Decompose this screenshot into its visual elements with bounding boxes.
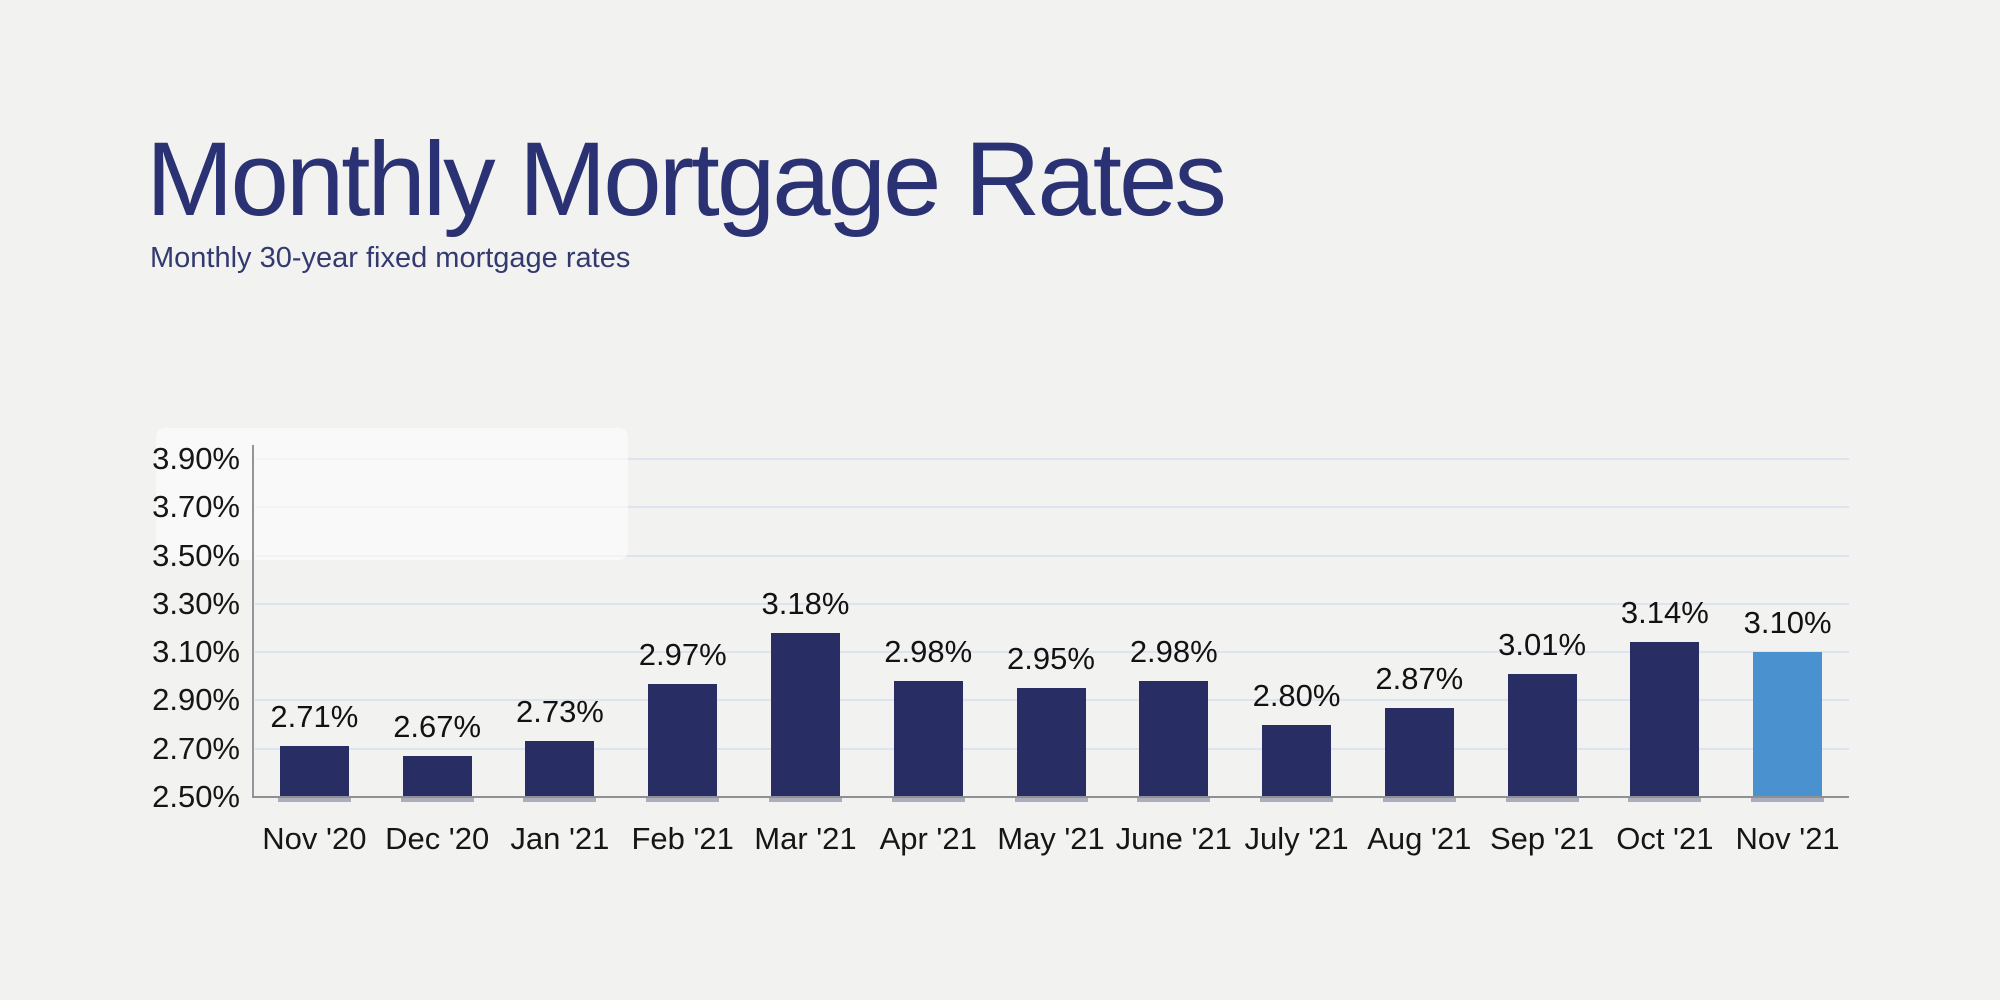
bar-feb-21[interactable] [648, 683, 718, 797]
bar-mar-21[interactable] [770, 632, 840, 797]
gridline [255, 651, 1849, 654]
gridline [255, 458, 1849, 460]
bar-baseline-shadow [646, 798, 720, 802]
y-axis-tick-label: 3.70% [152, 489, 240, 525]
chart-title: Monthly Mortgage Rates [146, 121, 1227, 238]
bar-value-label: 3.18% [761, 585, 850, 621]
x-axis-tick-label: May '21 [997, 821, 1105, 856]
gridline [255, 602, 1849, 605]
x-axis-tick-label: Nov '21 [1735, 821, 1840, 856]
chart-subtitle: Monthly 30-year fixed mortgage rates [150, 242, 631, 274]
bar-value-label: 2.67% [393, 708, 482, 744]
bar-value-label: 2.73% [515, 694, 604, 730]
bar-nov-20[interactable] [279, 746, 349, 797]
bar-aug-21[interactable] [1384, 707, 1454, 797]
bar-oct-21[interactable] [1630, 642, 1700, 797]
x-axis-tick-label: Nov '20 [262, 821, 367, 856]
bar-baseline-shadow [768, 798, 842, 802]
bar-june-21[interactable] [1139, 681, 1209, 797]
bar-baseline-shadow [1260, 798, 1334, 802]
x-axis-tick-label: Mar '21 [754, 821, 857, 856]
bar-baseline-shadow [1505, 798, 1579, 802]
bar-apr-21[interactable] [893, 681, 963, 797]
bar-value-label: 2.87% [1375, 660, 1464, 696]
bar-may-21[interactable] [1016, 688, 1086, 797]
bar-baseline-shadow [891, 798, 965, 802]
bar-sep-21[interactable] [1507, 673, 1577, 797]
y-axis-tick-label: 3.10% [152, 634, 240, 670]
gridline [255, 506, 1849, 509]
y-axis-tick-label: 3.90% [152, 441, 240, 476]
bar-value-label: 2.80% [1252, 677, 1341, 713]
bar-baseline-shadow [1137, 798, 1211, 802]
x-axis-tick-label: June '21 [1115, 821, 1232, 856]
bar-dec-20[interactable] [402, 755, 472, 797]
bar-value-label: 3.10% [1743, 605, 1832, 641]
translucent-overlay-panel [156, 428, 628, 560]
bar-jan-21[interactable] [525, 741, 595, 797]
x-axis-line [253, 796, 1849, 798]
y-axis-tick-label: 2.90% [152, 682, 240, 718]
x-axis-tick-label: July '21 [1244, 821, 1349, 856]
bar-baseline-shadow [277, 798, 351, 802]
bar-baseline-shadow [523, 798, 597, 802]
bar-baseline-shadow [1751, 798, 1825, 802]
x-axis-tick-label: Aug '21 [1367, 821, 1472, 856]
x-axis-tick-label: Feb '21 [631, 821, 734, 856]
bar-value-label: 2.98% [884, 634, 973, 670]
bar-value-label: 2.95% [1007, 641, 1095, 677]
bar-value-label: 2.97% [638, 636, 727, 672]
bar-baseline-shadow [1014, 798, 1088, 802]
y-axis-tick-label: 2.70% [152, 730, 240, 766]
bar-nov-21[interactable] [1753, 652, 1823, 797]
bar-value-label: 2.71% [270, 699, 359, 735]
y-axis-line [252, 445, 254, 798]
x-axis-tick-label: Sep '21 [1489, 821, 1595, 856]
x-axis-tick-label: Oct '21 [1616, 821, 1714, 856]
x-axis-tick-label: Jan '21 [510, 821, 610, 856]
bar-baseline-shadow [1382, 798, 1456, 802]
bar-baseline-shadow [1628, 798, 1702, 802]
y-axis-tick-label: 3.30% [152, 585, 240, 621]
x-axis-tick-label: Dec '20 [385, 821, 490, 856]
bar-july-21[interactable] [1262, 724, 1332, 797]
bar-value-label: 3.14% [1620, 595, 1709, 631]
y-axis-tick-label: 3.50% [152, 537, 240, 573]
x-axis-tick-label: Apr '21 [879, 821, 977, 856]
bar-baseline-shadow [400, 798, 474, 802]
gridline [255, 554, 1849, 557]
bar-value-label: 2.98% [1129, 634, 1218, 670]
bar-value-label: 3.01% [1498, 626, 1587, 662]
y-axis-tick-label: 2.50% [152, 779, 240, 814]
